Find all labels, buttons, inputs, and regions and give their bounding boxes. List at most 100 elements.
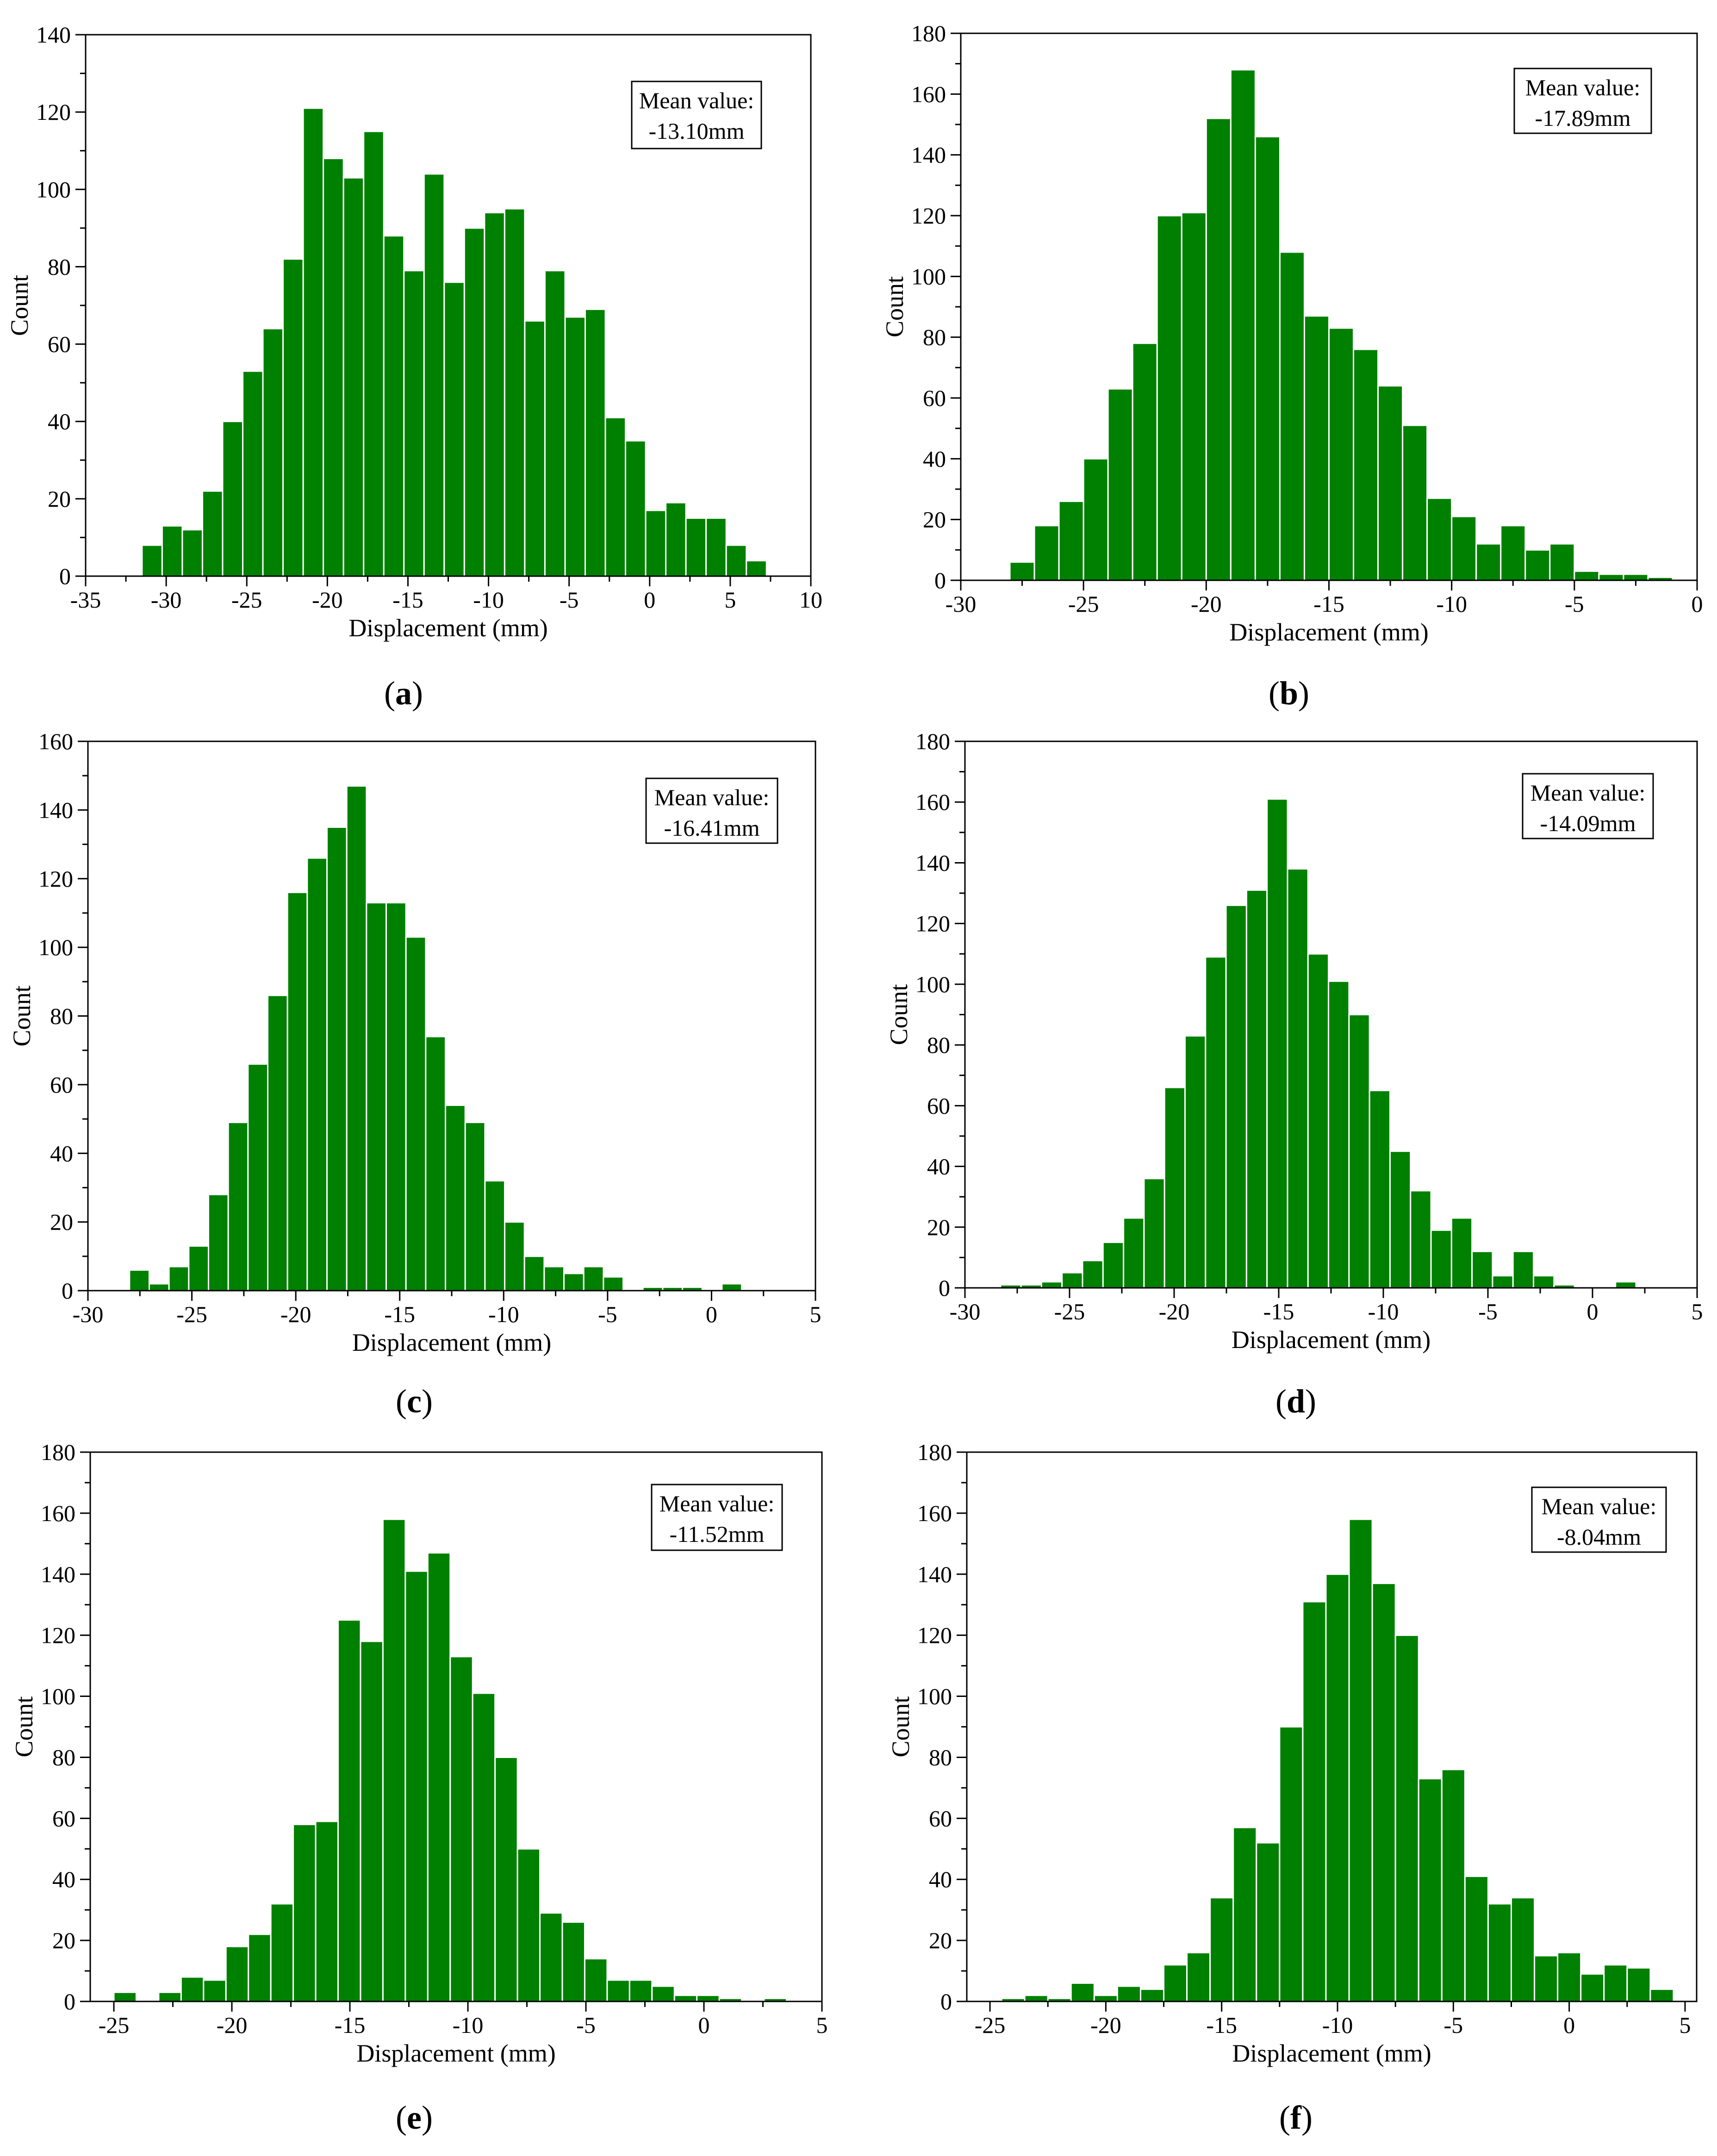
x-tick-label: 5 (1679, 2012, 1691, 2038)
mean-value-box: Mean value: -13.10mm (631, 81, 762, 149)
bar (1649, 1988, 1674, 2002)
bar (1225, 904, 1247, 1289)
x-tick-label: -15 (384, 1301, 415, 1327)
x-tick-label: -10 (1322, 2012, 1353, 2038)
y-tick-label: 160 (915, 789, 950, 815)
y-tick-label: 40 (48, 409, 71, 435)
y-tick-label: 120 (915, 911, 950, 937)
bar (262, 328, 284, 577)
panel-caption: (b) (1269, 675, 1309, 712)
bar (360, 1640, 384, 2002)
panel-caption: (f) (1279, 2099, 1313, 2136)
bar (1254, 136, 1281, 581)
bar (1533, 1275, 1555, 1289)
bar (423, 173, 445, 577)
bar (673, 1994, 698, 2002)
bar (1512, 1250, 1535, 1289)
mean-box-border (1531, 1486, 1667, 1553)
bar (1353, 348, 1379, 581)
mean-label: Mean value: (1525, 75, 1641, 100)
bar (1534, 1955, 1559, 2002)
mean-label: Mean value: (659, 1491, 775, 1516)
bar (705, 517, 727, 577)
bar (222, 421, 244, 577)
y-tick-label: 40 (929, 1866, 952, 1892)
bar (242, 370, 264, 577)
x-tick-label: -5 (560, 587, 579, 613)
bar (484, 211, 505, 577)
bar (1402, 424, 1428, 581)
x-tick-label: 0 (1563, 2012, 1575, 2038)
bar (315, 1820, 339, 2002)
y-tick-label: 180 (915, 728, 950, 754)
bar (543, 1266, 565, 1292)
y-tick-label: 100 (36, 176, 71, 202)
y-tick-label: 40 (50, 1140, 73, 1166)
bar (443, 281, 465, 577)
bar (472, 1692, 496, 2002)
bar (1328, 980, 1350, 1289)
chart-panel-b: 0 20 40 60 80 100 120 140 160 180 -30 -25 -20 -15 -10 -… (881, 20, 1703, 712)
bar (306, 857, 328, 1292)
bar (584, 308, 606, 577)
panel-caption: (c) (396, 1383, 433, 1420)
bar (1487, 1903, 1512, 2002)
x-tick-label: -15 (335, 2012, 366, 2038)
bar (225, 1945, 249, 2002)
bar (383, 235, 405, 577)
bar (208, 1193, 229, 1292)
bar (1377, 385, 1404, 581)
y-tick-label: 180 (41, 1439, 75, 1465)
x-tick-label: 5 (1692, 1299, 1703, 1324)
mean-box-border (1513, 68, 1652, 134)
y-tick-label: 100 (917, 1684, 952, 1709)
bar (363, 130, 385, 577)
bar (1205, 118, 1232, 581)
x-tick-label: -25 (975, 2012, 1006, 2038)
bar (1426, 497, 1453, 581)
y-axis-label: Count (885, 984, 913, 1045)
bar (425, 1036, 447, 1292)
y-tick-label: 60 (927, 1093, 950, 1118)
y-tick-label: 80 (52, 1744, 75, 1770)
y-tick-label: 120 (36, 99, 71, 125)
y-tick-label: 180 (917, 1439, 952, 1465)
bar (366, 902, 387, 1292)
bar (1033, 525, 1060, 581)
y-tick-label: 60 (929, 1805, 952, 1831)
y-tick-label: 80 (923, 324, 946, 350)
bar (516, 1848, 541, 2002)
bars-f (1001, 1518, 1674, 2002)
bar (561, 1921, 585, 2002)
x-tick-label: -10 (1368, 1299, 1399, 1324)
bar (1451, 516, 1477, 581)
y-tick-label: 120 (38, 866, 73, 892)
y-tick-label: 100 (911, 263, 946, 289)
bar (1209, 1897, 1234, 2002)
bar (1615, 1281, 1637, 1289)
bar (188, 1245, 209, 1292)
bar (725, 544, 747, 577)
bar (1464, 1876, 1489, 2002)
bar (1389, 1150, 1412, 1289)
bar (267, 994, 288, 1292)
y-tick-label: 160 (38, 728, 73, 754)
y-tick-label: 160 (911, 81, 946, 107)
bar (445, 1104, 466, 1292)
bar (1058, 500, 1084, 581)
x-tick-label: -5 (598, 1301, 617, 1327)
bar (201, 490, 224, 577)
y-tick-label: 120 (911, 203, 946, 229)
bar (1410, 1190, 1432, 1289)
bar (1024, 1994, 1049, 2002)
mean-box-border (651, 1484, 783, 1551)
bar (1510, 1897, 1536, 2002)
bar (1492, 1275, 1514, 1289)
mean-label: Mean value: (1530, 780, 1646, 806)
mean-value-box: Mean value: -11.52mm (651, 1484, 783, 1551)
bar (628, 1979, 653, 2002)
bar (464, 1121, 486, 1292)
bar (484, 1180, 506, 1292)
y-tick-label: 60 (923, 385, 946, 411)
y-axis-label: Count (887, 1696, 914, 1757)
